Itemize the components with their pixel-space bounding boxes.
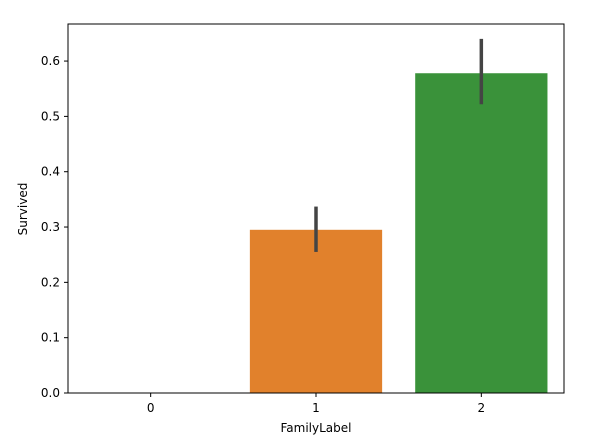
bars-group [249, 73, 548, 394]
x-axis: 0 1 2 [147, 393, 485, 415]
x-tick-label-2: 2 [478, 401, 486, 415]
x-axis-label: FamilyLabel [281, 421, 352, 435]
y-tick-label-0: 0.0 [41, 386, 60, 400]
y-tick-label-1: 0.1 [41, 331, 60, 345]
y-axis: 0.0 0.1 0.2 0.3 0.4 0.5 0.6 [41, 54, 68, 400]
bar-2 [415, 73, 548, 394]
x-tick-label-1: 1 [312, 401, 320, 415]
bar-1 [249, 229, 383, 393]
y-tick-label-3: 0.3 [41, 220, 60, 234]
y-tick-label-5: 0.5 [41, 109, 60, 123]
y-tick-label-4: 0.4 [41, 165, 60, 179]
y-tick-label-6: 0.6 [41, 54, 60, 68]
error-bars-group [314, 38, 484, 252]
y-tick-label-2: 0.2 [41, 275, 60, 289]
x-tick-label-0: 0 [147, 401, 155, 415]
y-axis-label: Survived [16, 183, 30, 236]
